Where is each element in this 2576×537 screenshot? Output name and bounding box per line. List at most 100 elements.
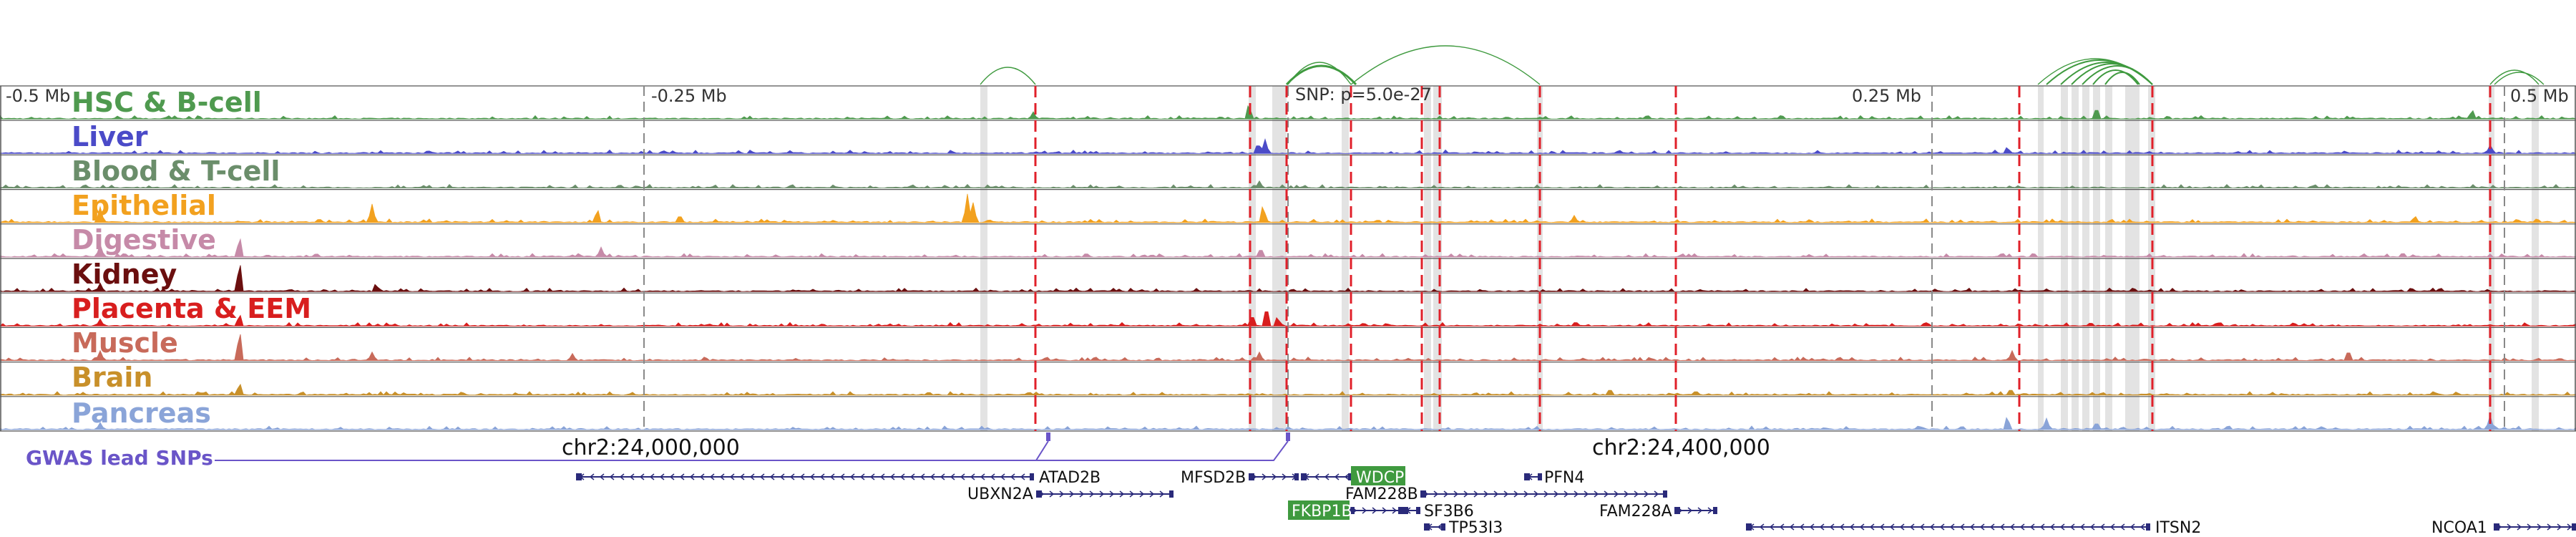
strand-arrow bbox=[1829, 523, 1835, 531]
gene-track bbox=[576, 466, 2576, 531]
track-label-brain: Brain bbox=[72, 362, 152, 393]
strand-arrow bbox=[2059, 523, 2065, 531]
track-label-pancreas: Pancreas bbox=[72, 397, 211, 429]
strand-arrow bbox=[809, 473, 815, 480]
strand-arrow bbox=[759, 473, 765, 480]
gene-exon bbox=[2572, 523, 2576, 531]
chromatin-link-arc bbox=[2104, 72, 2140, 85]
strand-arrow bbox=[2029, 523, 2035, 531]
strand-arrow bbox=[1697, 507, 1703, 514]
strand-arrow bbox=[2099, 523, 2105, 531]
strand-arrow bbox=[1109, 490, 1115, 498]
strand-arrow bbox=[1949, 523, 1955, 531]
strand-arrow bbox=[1869, 523, 1875, 531]
chromatin-link-arc bbox=[1350, 45, 1541, 85]
strand-arrow bbox=[1513, 490, 1519, 498]
strand-arrow bbox=[960, 473, 965, 480]
strand-arrow bbox=[1969, 523, 1975, 531]
track-label-hsc-b-cell: HSC & B-cell bbox=[72, 87, 262, 118]
gene-exon bbox=[1416, 507, 1420, 514]
strand-arrow bbox=[1707, 507, 1713, 514]
strand-arrow bbox=[619, 473, 625, 480]
strand-arrow bbox=[1344, 473, 1350, 480]
scale-label-right: 0.5 Mb bbox=[2510, 86, 2569, 106]
strand-arrow bbox=[1059, 490, 1065, 498]
gene-exon bbox=[1349, 507, 1355, 514]
track-label-muscle: Muscle bbox=[72, 327, 178, 359]
strand-arrow bbox=[669, 473, 675, 480]
track-label-placenta-eem: Placenta & EEM bbox=[72, 293, 311, 324]
strand-arrow bbox=[879, 473, 885, 480]
signal-track-8 bbox=[0, 383, 2576, 396]
strand-arrow bbox=[629, 473, 635, 480]
strand-arrow bbox=[819, 473, 825, 480]
strand-arrow bbox=[1523, 490, 1529, 498]
strand-arrow bbox=[1563, 490, 1569, 498]
signal-track-4 bbox=[0, 238, 2576, 258]
strand-arrow bbox=[1069, 490, 1075, 498]
gene-highlight-fkbp1b bbox=[1288, 500, 1350, 520]
strand-arrow bbox=[1879, 523, 1885, 531]
gene-label-itsn2: ITSN2 bbox=[2155, 519, 2201, 537]
strand-arrow bbox=[2049, 523, 2055, 531]
gene-exon bbox=[1169, 490, 1174, 498]
strand-arrow bbox=[729, 473, 735, 480]
strand-arrow bbox=[2009, 523, 2015, 531]
strand-arrow bbox=[1049, 490, 1055, 498]
gwas-snp-marker bbox=[1286, 432, 1290, 441]
gene-exon bbox=[1524, 473, 1530, 480]
strand-arrow bbox=[2140, 523, 2145, 531]
strand-arrow bbox=[1594, 490, 1599, 498]
strand-arrow bbox=[1392, 507, 1397, 514]
strand-arrow bbox=[1453, 490, 1459, 498]
track-label-digestive: Digestive bbox=[72, 224, 216, 256]
signal-track-6 bbox=[0, 311, 2576, 326]
strand-arrow bbox=[1129, 490, 1135, 498]
gwas-track bbox=[215, 432, 1290, 461]
scale-label-mid-left: -0.25 Mb bbox=[651, 86, 727, 106]
strand-arrow bbox=[699, 473, 705, 480]
strand-arrow bbox=[1849, 523, 1855, 531]
strand-arrow bbox=[709, 473, 715, 480]
strand-arrow bbox=[1919, 523, 1925, 531]
strand-arrow bbox=[1809, 523, 1815, 531]
strand-arrow bbox=[1282, 473, 1287, 480]
strand-arrow bbox=[2069, 523, 2075, 531]
gene-exon bbox=[1538, 473, 1542, 480]
gene-label-mfsd2b: MFSD2B bbox=[1181, 469, 1246, 487]
strand-arrow bbox=[1584, 490, 1589, 498]
gene-exon bbox=[1398, 507, 1402, 514]
strand-arrow bbox=[1799, 523, 1805, 531]
strand-arrow bbox=[1473, 490, 1479, 498]
gene-exon bbox=[1030, 473, 1034, 480]
strand-arrow bbox=[1859, 523, 1865, 531]
strand-arrow bbox=[1139, 490, 1145, 498]
strand-arrow bbox=[1437, 523, 1443, 531]
strand-arrow bbox=[1654, 490, 1659, 498]
strand-arrow bbox=[1989, 523, 1995, 531]
strand-arrow bbox=[869, 473, 875, 480]
strand-arrow bbox=[1839, 523, 1845, 531]
strand-arrow bbox=[1010, 473, 1015, 480]
chromatin-link-arc bbox=[2082, 65, 2153, 85]
strand-arrow bbox=[799, 473, 805, 480]
chromatin-link-arc bbox=[1285, 64, 1357, 86]
gene-label-ubxn2a: UBXN2A bbox=[967, 485, 1033, 503]
strand-arrow bbox=[889, 473, 895, 480]
gene-exon bbox=[2146, 523, 2150, 531]
strand-arrow bbox=[2019, 523, 2025, 531]
gene-highlight-wdcp bbox=[1351, 466, 1405, 485]
strand-arrow bbox=[2537, 523, 2542, 531]
gene-exon bbox=[1674, 507, 1680, 514]
scale-gridlines bbox=[643, 86, 2505, 431]
strand-arrow bbox=[1020, 473, 1025, 480]
strand-arrow bbox=[659, 473, 665, 480]
gene-exon bbox=[1424, 523, 1430, 531]
gene-exon bbox=[1348, 473, 1352, 480]
strand-arrow bbox=[1604, 490, 1609, 498]
gene-exon bbox=[2494, 523, 2499, 531]
strand-arrow bbox=[2079, 523, 2085, 531]
coord-label-left: chr2:24,000,000 bbox=[562, 435, 740, 460]
strand-arrow bbox=[599, 473, 605, 480]
strand-arrow bbox=[2039, 523, 2045, 531]
